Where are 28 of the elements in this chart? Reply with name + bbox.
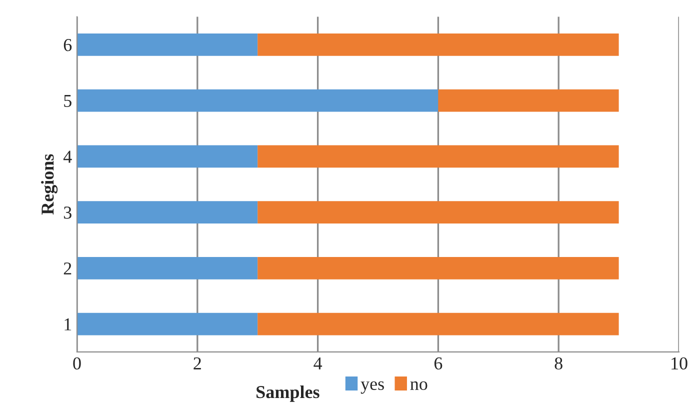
bar [258,256,619,280]
y-axis-title: Regions [41,154,58,215]
bar [438,89,619,112]
y-tick-label: 6 [64,39,72,52]
x-tick-label: 6 [434,357,442,370]
y-tick-label: 5 [64,95,72,107]
x-tick-label: 4 [314,357,322,370]
bar [258,312,619,336]
bar [77,145,258,168]
x-tick-label: 2 [194,357,201,370]
bar [77,256,258,280]
legend-label: no [410,381,428,390]
y-tick-label: 2 [64,262,72,274]
x-tick-label: 10 [672,357,688,370]
bar [77,312,258,336]
bar [77,201,258,224]
y-tick-label: 3 [64,206,72,219]
x-tick-label: 0 [73,357,81,370]
bar [258,145,619,168]
bar [77,34,258,56]
bar [258,34,619,56]
legend-label: yes [360,381,384,394]
x-axis-title: Samples [256,385,320,402]
y-tick-label: 1 [64,318,72,330]
bar [258,201,619,224]
x-tick-label: 8 [554,357,562,370]
y-tick-label: 4 [63,150,72,163]
bar [77,89,438,112]
